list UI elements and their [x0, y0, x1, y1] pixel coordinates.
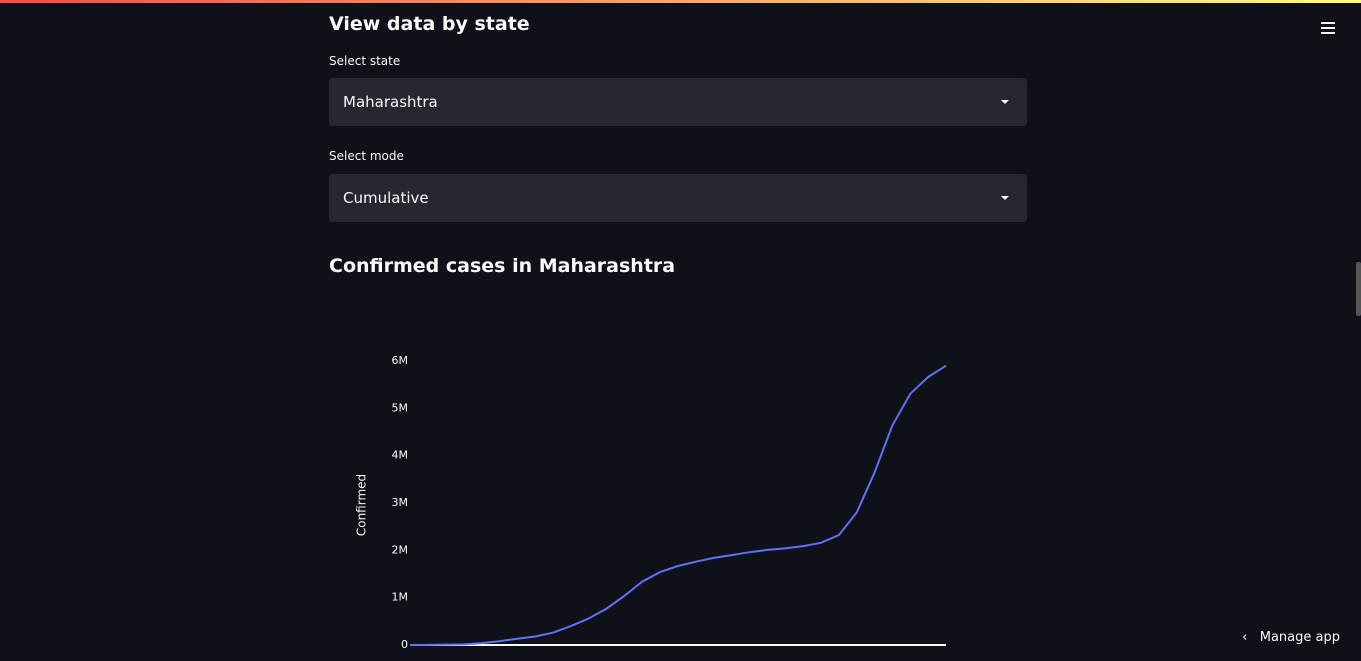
select-label: Select state [329, 54, 401, 68]
line-series [409, 364, 947, 646]
state-select[interactable]: Maharashtra [329, 78, 1027, 126]
menu-button[interactable] [1321, 22, 1335, 37]
select-value: Cumulative [343, 189, 429, 207]
top-decoration [0, 0, 1361, 3]
manage-app-button[interactable]: ‹ Manage app [1242, 630, 1340, 645]
y-axis-label: Confirmed [355, 474, 369, 536]
y-tick-label: 3M [392, 496, 409, 509]
y-tick-label: 4M [392, 449, 409, 462]
select-label: Select mode [329, 149, 404, 163]
chart-title: Confirmed cases in Maharashtra [329, 255, 676, 277]
y-tick-label: 2M [392, 543, 409, 556]
mode-select[interactable]: Cumulative [329, 174, 1027, 222]
scrollbar[interactable] [1356, 262, 1361, 316]
y-tick-label: 0 [401, 638, 408, 651]
y-tick-label: 1M [392, 591, 409, 604]
caret [1001, 100, 1009, 104]
select-value: Maharashtra [343, 93, 438, 111]
page-title: View data by state [329, 13, 530, 35]
caret [1001, 196, 1009, 200]
manage-app-label: Manage app [1259, 630, 1340, 645]
y-tick-label: 5M [392, 401, 409, 414]
y-tick-label: 6M [392, 354, 409, 367]
